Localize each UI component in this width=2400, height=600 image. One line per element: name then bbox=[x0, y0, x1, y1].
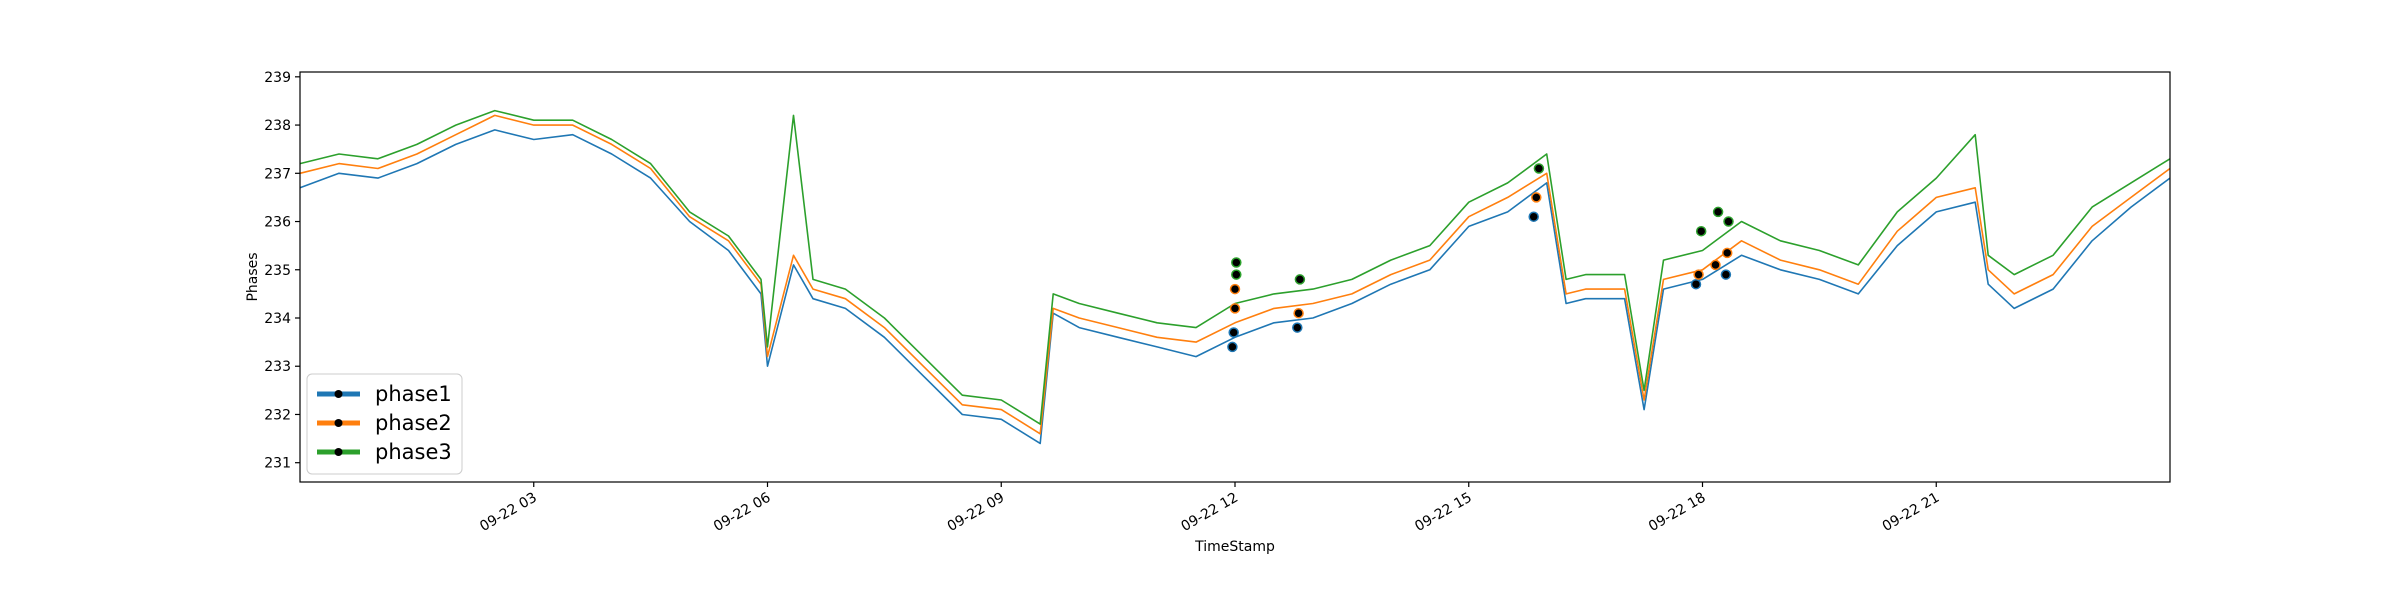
marker-point-phase3 bbox=[1723, 216, 1734, 227]
legend-label-phase1: phase1 bbox=[375, 382, 452, 406]
legend-label-phase2: phase2 bbox=[375, 411, 452, 435]
marker-point-phase3 bbox=[1712, 206, 1724, 218]
legend-marker-phase3 bbox=[334, 448, 343, 456]
marker-point-phase1 bbox=[1528, 211, 1539, 222]
marker-point-phase2 bbox=[1721, 247, 1733, 259]
legend-marker-phase2 bbox=[334, 419, 343, 427]
marker-point-phase2 bbox=[1229, 283, 1241, 295]
marker-point-phase2 bbox=[1710, 259, 1721, 271]
y-tick-label: 232 bbox=[264, 407, 291, 423]
legend-label-phase3: phase3 bbox=[375, 440, 452, 464]
marker-point-phase1 bbox=[1227, 341, 1238, 353]
marker-point-phase1 bbox=[1228, 327, 1239, 338]
y-tick-label: 238 bbox=[264, 118, 291, 134]
marker-point-phase2 bbox=[1693, 269, 1704, 280]
y-tick-label: 234 bbox=[264, 311, 291, 327]
marker-point-phase3 bbox=[1231, 257, 1242, 268]
y-axis: 231 232 233 234 235 236 237 238 239 bbox=[264, 70, 300, 472]
marker-point-phase2 bbox=[1531, 192, 1542, 203]
marker-point-phase1 bbox=[1292, 322, 1303, 333]
marker-point-phase3 bbox=[1294, 274, 1306, 285]
y-tick-label: 239 bbox=[264, 70, 291, 86]
marker-point-phase3 bbox=[1695, 225, 1707, 237]
marker-point-phase1 bbox=[1690, 278, 1702, 290]
legend-marker-phase1 bbox=[334, 390, 343, 398]
series-line-phase2 bbox=[299, 114, 2171, 435]
y-tick-label: 235 bbox=[264, 263, 291, 279]
marker-point-phase2 bbox=[1293, 307, 1304, 319]
marker-layer bbox=[1227, 163, 1734, 353]
y-tick-label: 236 bbox=[264, 215, 291, 231]
y-tick-label: 233 bbox=[264, 359, 291, 375]
marker-point-phase2 bbox=[1229, 303, 1241, 314]
marker-point-phase3 bbox=[1231, 269, 1242, 280]
x-axis-label: TimeStamp bbox=[1194, 539, 1275, 555]
y-tick-label: 237 bbox=[264, 166, 291, 182]
marker-point-phase1 bbox=[1720, 269, 1732, 280]
marker-point-phase3 bbox=[1533, 163, 1545, 174]
y-axis-label: Phases bbox=[245, 252, 261, 301]
legend-box bbox=[306, 373, 463, 475]
y-tick-label: 231 bbox=[264, 456, 291, 472]
legend: phase1 phase2 phase3 bbox=[306, 373, 463, 475]
